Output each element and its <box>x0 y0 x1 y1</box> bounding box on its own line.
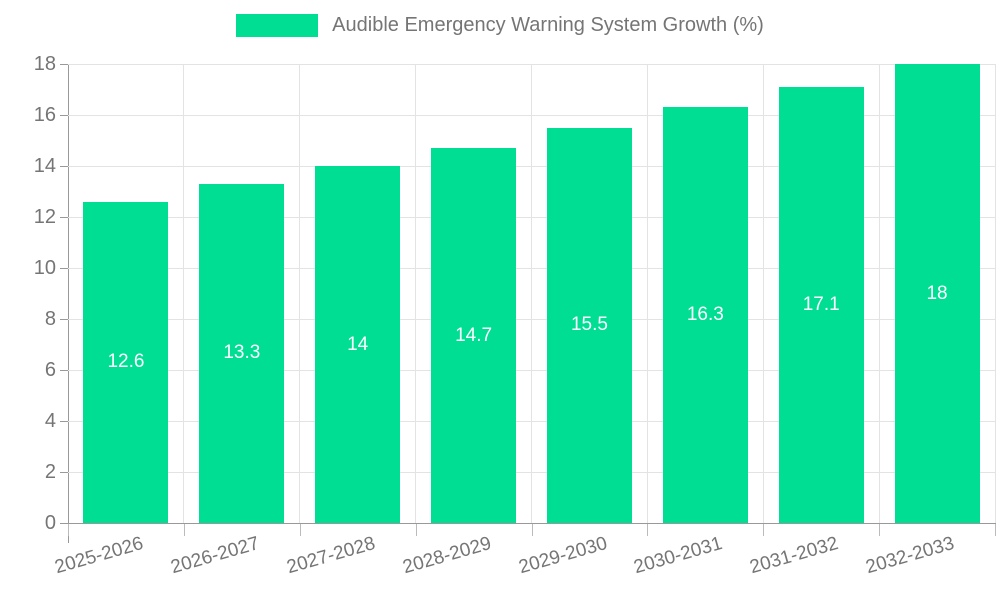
bar[interactable]: 12.6 <box>83 201 169 523</box>
vertical-gridline <box>762 64 764 523</box>
y-axis-tick <box>60 319 68 320</box>
x-axis-tick <box>879 524 881 536</box>
bar[interactable]: 14.7 <box>431 148 517 523</box>
x-tick-label: 2032-2033 <box>863 533 957 579</box>
x-axis-tick <box>68 524 69 536</box>
bar[interactable]: 16.3 <box>662 107 748 523</box>
y-axis-tick <box>60 472 68 473</box>
x-tick-label: 2031-2032 <box>747 533 841 579</box>
bar-value-label: 13.3 <box>223 342 261 364</box>
vertical-gridline <box>878 64 880 523</box>
bar[interactable]: 15.5 <box>546 127 632 523</box>
x-axis-tick <box>647 524 649 536</box>
y-axis-tick <box>60 523 68 524</box>
y-axis-tick <box>60 370 68 371</box>
plot-area: 12.6 13.3 14 14.7 15.5 16.3 17.1 18 <box>68 63 996 523</box>
bar-value-label: 12.6 <box>107 351 145 373</box>
bar[interactable]: 18 <box>894 64 980 523</box>
y-tick-label: 0 <box>44 512 56 534</box>
x-axis-tick <box>299 524 301 536</box>
x-axis-tick <box>415 524 417 536</box>
bar-value-label: 15.5 <box>570 314 608 336</box>
y-tick-label: 6 <box>44 359 56 381</box>
x-tick-label: 2025-2026 <box>52 533 146 579</box>
y-tick-label: 2 <box>44 461 56 483</box>
bar[interactable]: 14 <box>315 166 401 523</box>
y-axis-tick <box>60 166 68 167</box>
x-axis-tick <box>763 524 765 536</box>
x-axis-tick <box>531 524 533 536</box>
x-tick-label: 2026-2027 <box>168 533 262 579</box>
x-tick-label: 2029-2030 <box>516 533 610 579</box>
y-tick-label: 14 <box>33 155 56 177</box>
x-tick-label: 2030-2031 <box>631 533 726 579</box>
bar[interactable]: 13.3 <box>199 183 285 523</box>
x-axis-tick <box>995 524 996 536</box>
bar-value-label: 17.1 <box>802 293 840 315</box>
y-tick-label: 4 <box>44 410 56 432</box>
y-axis-tick <box>60 268 68 269</box>
legend-swatch <box>236 14 319 37</box>
legend-label: Audible Emergency Warning System Growth … <box>332 14 764 36</box>
x-axis-tick <box>183 524 185 536</box>
x-axis-line <box>68 523 996 524</box>
vertical-gridline <box>183 64 185 523</box>
bar-value-label: 16.3 <box>686 304 724 326</box>
vertical-gridline <box>994 64 996 523</box>
y-tick-label: 8 <box>44 308 56 330</box>
y-axis-tick <box>60 217 68 218</box>
y-tick-label: 16 <box>33 104 56 126</box>
bar-value-label: 14 <box>347 333 369 355</box>
x-tick-label: 2027-2028 <box>284 533 378 579</box>
bar-value-label: 14.7 <box>455 324 493 346</box>
y-axis-tick <box>60 64 68 65</box>
y-axis-line <box>68 64 69 543</box>
y-axis-tick <box>60 115 68 116</box>
vertical-gridline <box>646 64 648 523</box>
y-tick-label: 10 <box>33 257 56 279</box>
vertical-gridline <box>415 64 417 523</box>
vertical-gridline <box>531 64 532 523</box>
y-tick-label: 12 <box>33 206 56 228</box>
vertical-gridline <box>299 64 301 523</box>
y-axis-tick <box>60 421 68 422</box>
x-tick-label: 2028-2029 <box>400 533 494 579</box>
legend: Audible Emergency Warning System Growth … <box>0 14 1000 37</box>
bar[interactable]: 17.1 <box>778 86 864 523</box>
legend-item[interactable]: Audible Emergency Warning System Growth … <box>236 14 764 37</box>
bar-value-label: 18 <box>926 282 948 304</box>
y-tick-label: 18 <box>33 53 56 75</box>
